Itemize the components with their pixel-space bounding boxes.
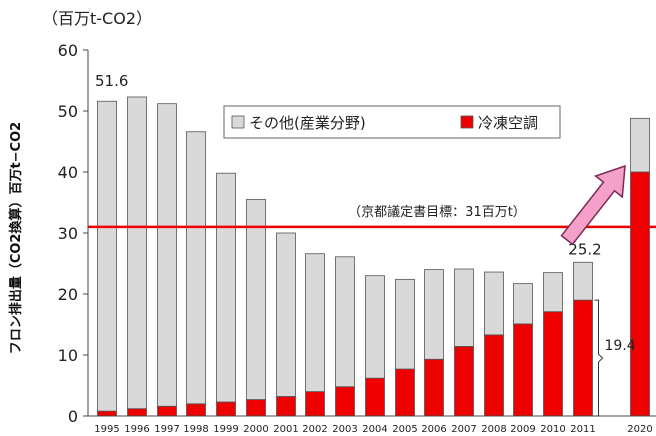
bar-other-2007 [454, 268, 474, 347]
bar-refrigeration-2005 [395, 368, 415, 417]
bar-refrigeration-2007 [454, 346, 474, 417]
x-axis: 1995 1996 1997 1998 1999 2000 2001 2002 2003 2004… [88, 415, 656, 435]
bar-refrigeration-2001 [276, 396, 296, 417]
annotation-label: 51.6 [95, 72, 128, 90]
y-tick-label: 0 [68, 407, 78, 426]
y-tick-label: 10 [58, 346, 78, 365]
legend-label-other: その他(産業分野) [249, 114, 366, 132]
bar-other-2002 [305, 253, 325, 393]
bar-other-2004 [365, 275, 385, 379]
bar-other-2003 [335, 256, 355, 388]
legend: その他(産業分野) 冷凍空調 [223, 105, 561, 139]
bar-refrigeration-2010 [543, 311, 563, 417]
x-tick-label: 1997 [154, 424, 179, 435]
y-tick-label: 40 [58, 163, 78, 182]
trend-arrow [560, 164, 626, 246]
x-tick-label: 2020 [627, 424, 652, 435]
x-tick-label: 2010 [540, 424, 565, 435]
x-tick-label: 2007 [451, 424, 476, 435]
bar-refrigeration-2004 [365, 377, 385, 417]
x-tick-label: 1995 [94, 424, 119, 435]
legend-box [223, 105, 561, 139]
x-tick-label: 1998 [183, 424, 208, 435]
bar-refrigeration-1995 [97, 410, 117, 417]
x-tick-label: 2011 [570, 424, 595, 435]
y-axis-title: フロン排出量（CO2換算）百万t−CO2 [8, 122, 24, 354]
bar-other-1997 [157, 103, 177, 407]
legend-swatch-other [231, 115, 245, 129]
bar-refrigeration-1997 [157, 405, 177, 417]
x-tick-label: 2001 [273, 424, 298, 435]
target-line-group: （京都議定書目標：31百万t） [88, 205, 656, 229]
y-tick-label: 20 [58, 285, 78, 304]
bars [97, 96, 650, 417]
bar-other-2011 [573, 261, 593, 301]
legend-label-refrigeration: 冷凍空調 [478, 114, 538, 132]
bar-other-2000 [246, 199, 266, 400]
target-line-label: （京都議定書目標：31百万t） [348, 205, 526, 220]
x-tick-label: 2003 [332, 424, 357, 435]
x-tick-label: 2009 [510, 424, 535, 435]
bar-refrigeration-1998 [186, 403, 206, 417]
unit-label: （百万t-CO2） [42, 9, 152, 28]
x-tick-label: 1996 [124, 424, 149, 435]
bar-other-2008 [484, 271, 504, 336]
bar-other-1995 [97, 100, 117, 412]
bar-other-2001 [276, 232, 296, 397]
x-tick-label: 2006 [421, 424, 446, 435]
y-axis: 0 10 20 30 40 50 60 [58, 41, 89, 426]
bar-other-2009 [513, 283, 533, 325]
x-tick-label: 1999 [213, 424, 238, 435]
bar-other-2005 [395, 278, 415, 370]
bar-refrigeration-2008 [484, 334, 504, 417]
bar-other-2020 [630, 117, 650, 173]
annotations: 51.6 25.2 19.4 [95, 72, 636, 417]
bar-other-1998 [186, 131, 206, 405]
y-tick-label: 60 [58, 41, 78, 60]
bar-refrigeration-2000 [246, 399, 266, 417]
bar-refrigeration-2002 [305, 391, 325, 417]
y-tick-label: 30 [58, 224, 78, 243]
bar-refrigeration-2011 [573, 299, 593, 417]
bar-other-2010 [543, 272, 563, 313]
bar-refrigeration-1996 [127, 408, 147, 417]
bar-refrigeration-2009 [513, 323, 533, 417]
bar-refrigeration-2020 [630, 171, 650, 417]
bar-refrigeration-2003 [335, 386, 355, 417]
legend-swatch-refrigeration [460, 115, 474, 129]
annotation-label: 25.2 [568, 240, 601, 258]
y-tick-label: 50 [58, 102, 78, 121]
bar-other-1996 [127, 96, 147, 410]
x-tick-label: 2002 [302, 424, 327, 435]
x-tick-label: 2005 [392, 424, 417, 435]
x-tick-label: 2008 [481, 424, 506, 435]
annotation-label: 19.4 [605, 338, 636, 354]
bar-other-2006 [424, 269, 444, 360]
bar-refrigeration-2006 [424, 358, 444, 417]
x-tick-label: 2000 [243, 424, 268, 435]
bar-other-1999 [216, 172, 236, 403]
x-tick-label: 2004 [362, 424, 387, 435]
bar-refrigeration-1999 [216, 401, 236, 417]
brace-2011 [594, 299, 604, 417]
